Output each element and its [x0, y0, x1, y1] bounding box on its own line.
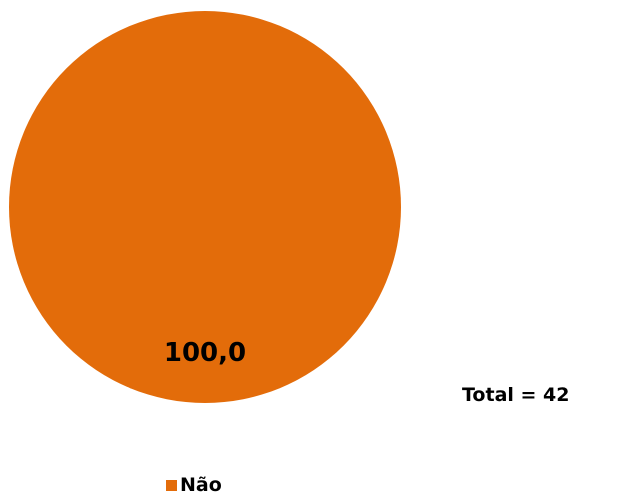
pie-slices: [9, 11, 401, 403]
slice-label-nao: 100,0: [164, 338, 246, 368]
total-annotation: Total = 42: [462, 384, 570, 406]
legend-swatch-nao: [166, 479, 177, 491]
legend: Não: [166, 475, 222, 495]
legend-label-nao: Não: [180, 474, 222, 496]
slice-nao: [9, 11, 401, 403]
